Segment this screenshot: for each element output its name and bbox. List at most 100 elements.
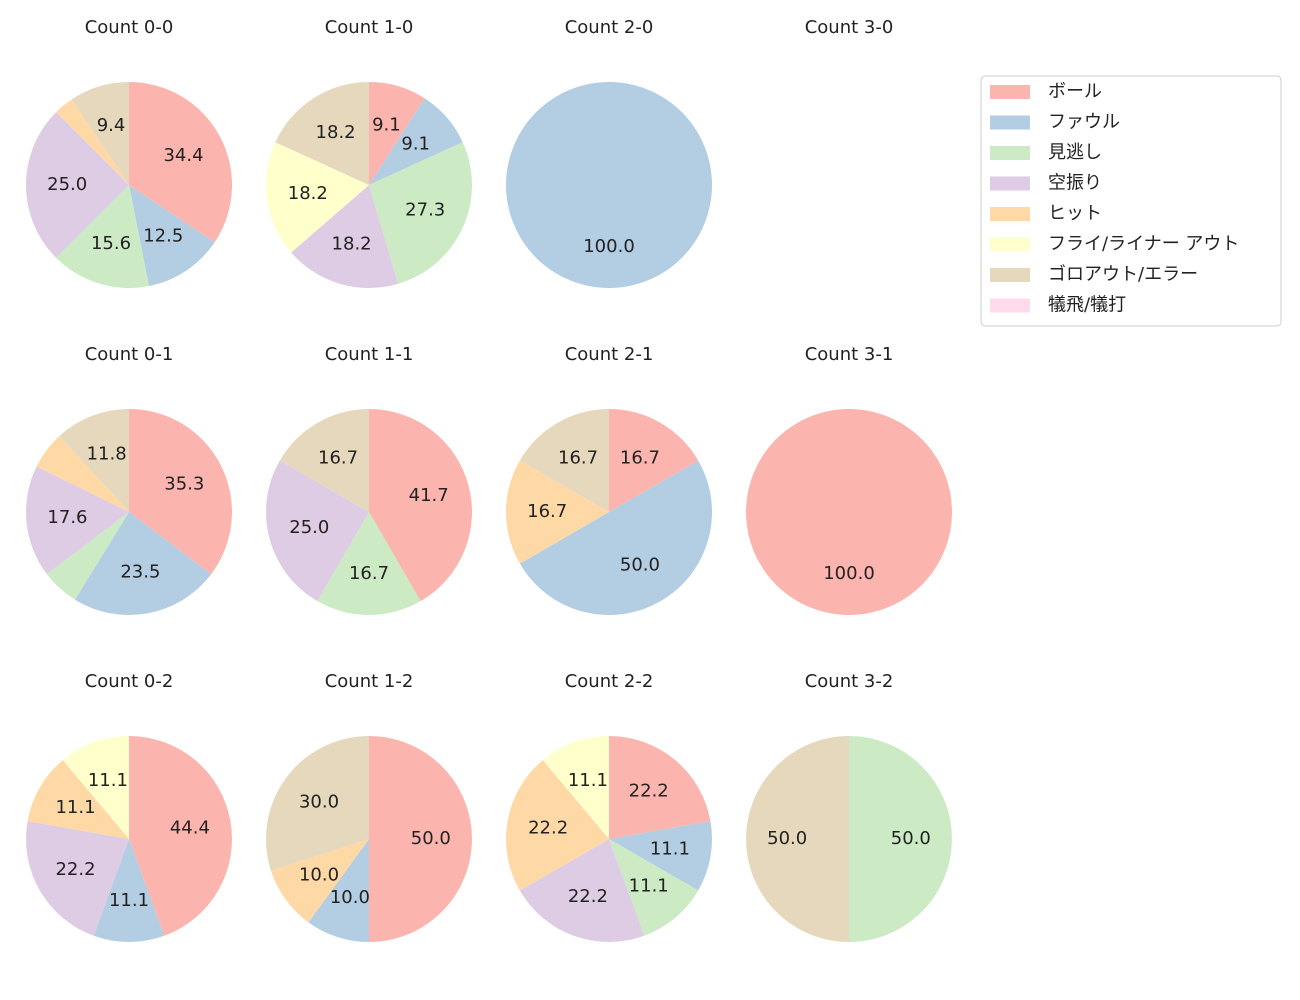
pie-slice [609,736,711,839]
legend-swatch [990,176,1030,191]
pie-slice [506,82,712,288]
slice-label: 23.5 [120,562,160,583]
slice-label: 16.7 [527,501,567,522]
slice-label: 25.0 [289,517,329,538]
slice-label: 22.2 [528,817,568,838]
pie-slice [746,409,952,615]
pie-slice [609,821,712,891]
slice-label: 9.1 [401,134,430,155]
legend-label: 見逃し [1048,142,1102,163]
pie-title: Count 1-2 [325,671,414,692]
legend-box [980,75,1282,327]
pie-slice [266,460,369,602]
pie-slice [26,112,130,258]
pie-slice [129,409,233,575]
pie-title: Count 0-0 [85,17,174,38]
pie-slice [59,409,129,512]
legend-swatch [990,268,1030,282]
slice-label: 44.4 [170,817,210,838]
slice-label: 15.6 [91,233,131,254]
pie-slice [308,839,369,942]
pie-slice [369,409,472,602]
pie-title: Count 0-1 [85,344,174,365]
pie-slice [275,82,369,185]
slice-label: 11.1 [55,797,95,818]
slice-label: 22.2 [55,859,95,880]
legend-label: 空振り [1048,173,1102,194]
pie-title: Count 2-1 [565,344,654,365]
pie-title: Count 2-0 [565,17,654,38]
pie-slice [279,409,369,512]
pie-slice [369,736,472,942]
legend-swatch [990,146,1030,160]
pie-slice [46,512,129,600]
pie-slice [369,142,473,284]
pie-slice [609,409,699,512]
pie-slice [505,760,609,891]
slice-label: 41.7 [409,485,449,506]
legend-swatch [990,85,1030,99]
legend-label: ゴロアウト/エラー [1048,264,1198,285]
slice-label: 10.0 [299,864,339,885]
pie-slice [609,839,699,936]
pie-slice [542,736,609,839]
slice-label: 34.4 [163,145,203,166]
pie-slice [25,466,130,575]
slice-label: 11.1 [629,875,669,896]
slice-label: 25.0 [47,174,87,195]
slice-label: 11.1 [568,770,608,791]
pie-slice [369,98,463,185]
slice-label: 50.0 [767,828,807,849]
slice-label: 11.1 [88,770,128,791]
slice-label: 11.8 [87,443,127,464]
pie-slice [271,839,369,923]
pie-slice [369,82,425,185]
slice-label: 16.7 [318,447,358,468]
legend-label: 犠飛/犠打 [1048,295,1126,316]
slice-label: 100.0 [583,236,635,257]
legend-label: フライ/ライナー アウト [1048,234,1239,255]
slice-label: 22.2 [568,886,608,907]
pie-slice [27,760,129,839]
pie-slice [265,736,369,871]
legend-label: ヒット [1048,203,1102,224]
slice-label: 18.2 [332,233,372,254]
slice-label: 22.2 [629,781,669,802]
pie-slice [129,736,232,936]
pie-slice [129,185,215,287]
pie-slice [519,839,645,942]
slice-label: 50.0 [411,828,451,849]
slice-label: 16.7 [558,447,598,468]
slice-label: 27.3 [405,200,445,221]
pie-slice [56,185,149,289]
slice-label: 50.0 [620,555,660,576]
slice-label: 12.5 [143,225,183,246]
slice-label: 100.0 [823,563,875,584]
pie-slice [74,512,212,615]
pie-slice [93,839,165,942]
pie-title: Count 2-2 [565,671,654,692]
slice-label: 16.7 [349,563,389,584]
legend-swatch [990,207,1030,221]
slice-label: 11.1 [650,839,690,860]
pie-title: Count 0-2 [85,671,174,692]
legend-label: ボール [1048,81,1102,102]
slice-label: 16.7 [620,447,660,468]
pie-slice [519,460,713,616]
pie-slice [317,512,421,615]
slice-label: 11.1 [109,890,149,911]
pie-title: Count 3-0 [805,17,894,38]
slice-label: 10.0 [330,887,370,908]
pie-slice [26,821,130,936]
pie-slice [56,99,130,185]
pie-title: Count 3-1 [805,344,894,365]
legend-swatch [990,298,1030,313]
slice-label: 18.2 [316,122,356,143]
pie-slice [71,82,129,185]
slice-label: 50.0 [891,828,931,849]
pie-slice [519,409,609,512]
pie-slice [62,736,129,839]
pie-slice [291,185,399,288]
pie-slice [506,460,609,564]
